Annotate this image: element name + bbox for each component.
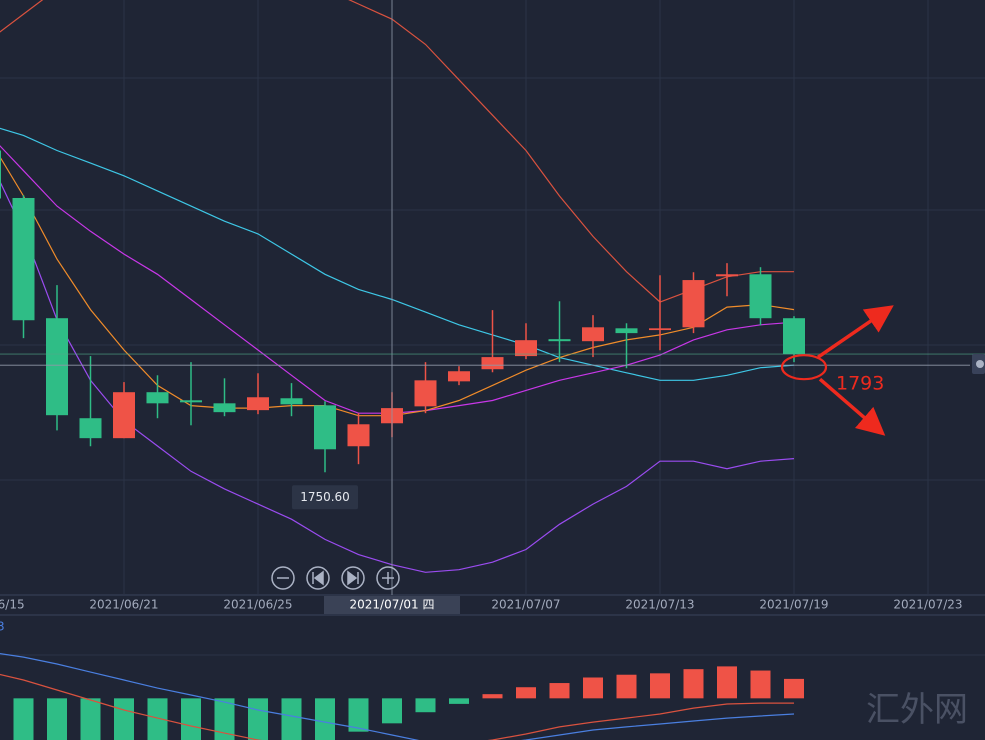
bar <box>147 698 168 740</box>
candle-body <box>347 424 370 447</box>
zoom-out-button[interactable] <box>271 566 295 590</box>
bar <box>348 698 369 732</box>
candle-body <box>213 403 236 413</box>
bar <box>717 666 737 699</box>
x-tick-label: 2021/06/21 <box>89 598 158 612</box>
bar <box>315 698 335 740</box>
x-tick-label: 2021/06/15 <box>0 598 25 612</box>
annotation-arrow <box>817 305 894 359</box>
alert-icon[interactable] <box>972 354 985 374</box>
nav-buttons <box>271 566 400 590</box>
x-tick-label: 2021/07/01 四 <box>350 598 435 612</box>
candle-body <box>280 398 303 405</box>
watermark: 汇外网 <box>866 690 968 730</box>
tooltip-label: 1750.60 <box>300 490 350 504</box>
date-axis <box>0 595 985 615</box>
bar <box>750 670 771 699</box>
bar <box>449 698 469 704</box>
annotation-label: 1793 <box>836 373 884 395</box>
candle-body <box>615 328 638 334</box>
next-button[interactable] <box>341 566 365 590</box>
macd-pane: 3 <box>0 620 804 740</box>
bar <box>683 669 704 699</box>
candle-body <box>716 274 738 277</box>
bar <box>248 698 268 740</box>
x-tick-label: 2021/07/19 <box>759 598 828 612</box>
bar <box>47 698 67 740</box>
indicator-line <box>0 673 794 740</box>
candle-body <box>0 150 1 199</box>
candle-body <box>113 392 135 439</box>
indicator-line <box>0 652 795 740</box>
candle-body <box>783 318 805 355</box>
candle-body <box>515 340 537 357</box>
candle-body <box>314 405 336 450</box>
bar <box>549 683 570 699</box>
x-tick-label: 2021/07/23 <box>893 598 962 612</box>
bar <box>214 698 235 740</box>
candle-body <box>46 318 68 416</box>
bar <box>616 674 637 699</box>
x-tick-label: 2021/07/13 <box>625 598 694 612</box>
bar <box>13 698 34 740</box>
candle-body <box>12 197 35 321</box>
candle-body <box>582 327 604 342</box>
bar <box>482 694 503 699</box>
candle-body <box>414 380 437 407</box>
prev-button[interactable] <box>306 566 330 590</box>
x-tick-label: 2021/06/25 <box>223 598 292 612</box>
main-pane <box>0 0 985 595</box>
candle-body <box>481 357 504 370</box>
annotation-arrow <box>818 377 886 436</box>
crosshair-label-bg <box>324 596 460 614</box>
bar <box>382 698 402 724</box>
candle-body <box>649 328 671 331</box>
annotation-circle <box>780 354 828 381</box>
bar <box>516 687 536 699</box>
bar <box>114 698 134 740</box>
x-tick-label: 2021/07/07 <box>491 598 560 612</box>
bar <box>181 698 201 740</box>
bar <box>415 698 436 713</box>
bar <box>650 673 670 699</box>
candle-body <box>79 418 102 439</box>
pane-label: 3 <box>0 620 5 634</box>
candle-body <box>749 274 772 319</box>
bar <box>80 698 101 740</box>
candle-body <box>682 280 705 328</box>
zoom-in-button[interactable] <box>376 566 400 590</box>
candle-body <box>180 400 202 403</box>
bar <box>784 678 804 699</box>
bar <box>583 677 603 699</box>
overlay: 1750.60 1793 <box>0 305 970 510</box>
candle-body <box>247 397 269 411</box>
candle-body <box>448 371 470 382</box>
candle-body <box>548 339 571 342</box>
tooltip-bg <box>292 485 358 510</box>
candle-body <box>146 392 169 404</box>
date-labels: 2021/06/15 2021/06/21 2021/06/25 2021/07/01… <box>0 596 963 614</box>
bar <box>281 698 302 740</box>
